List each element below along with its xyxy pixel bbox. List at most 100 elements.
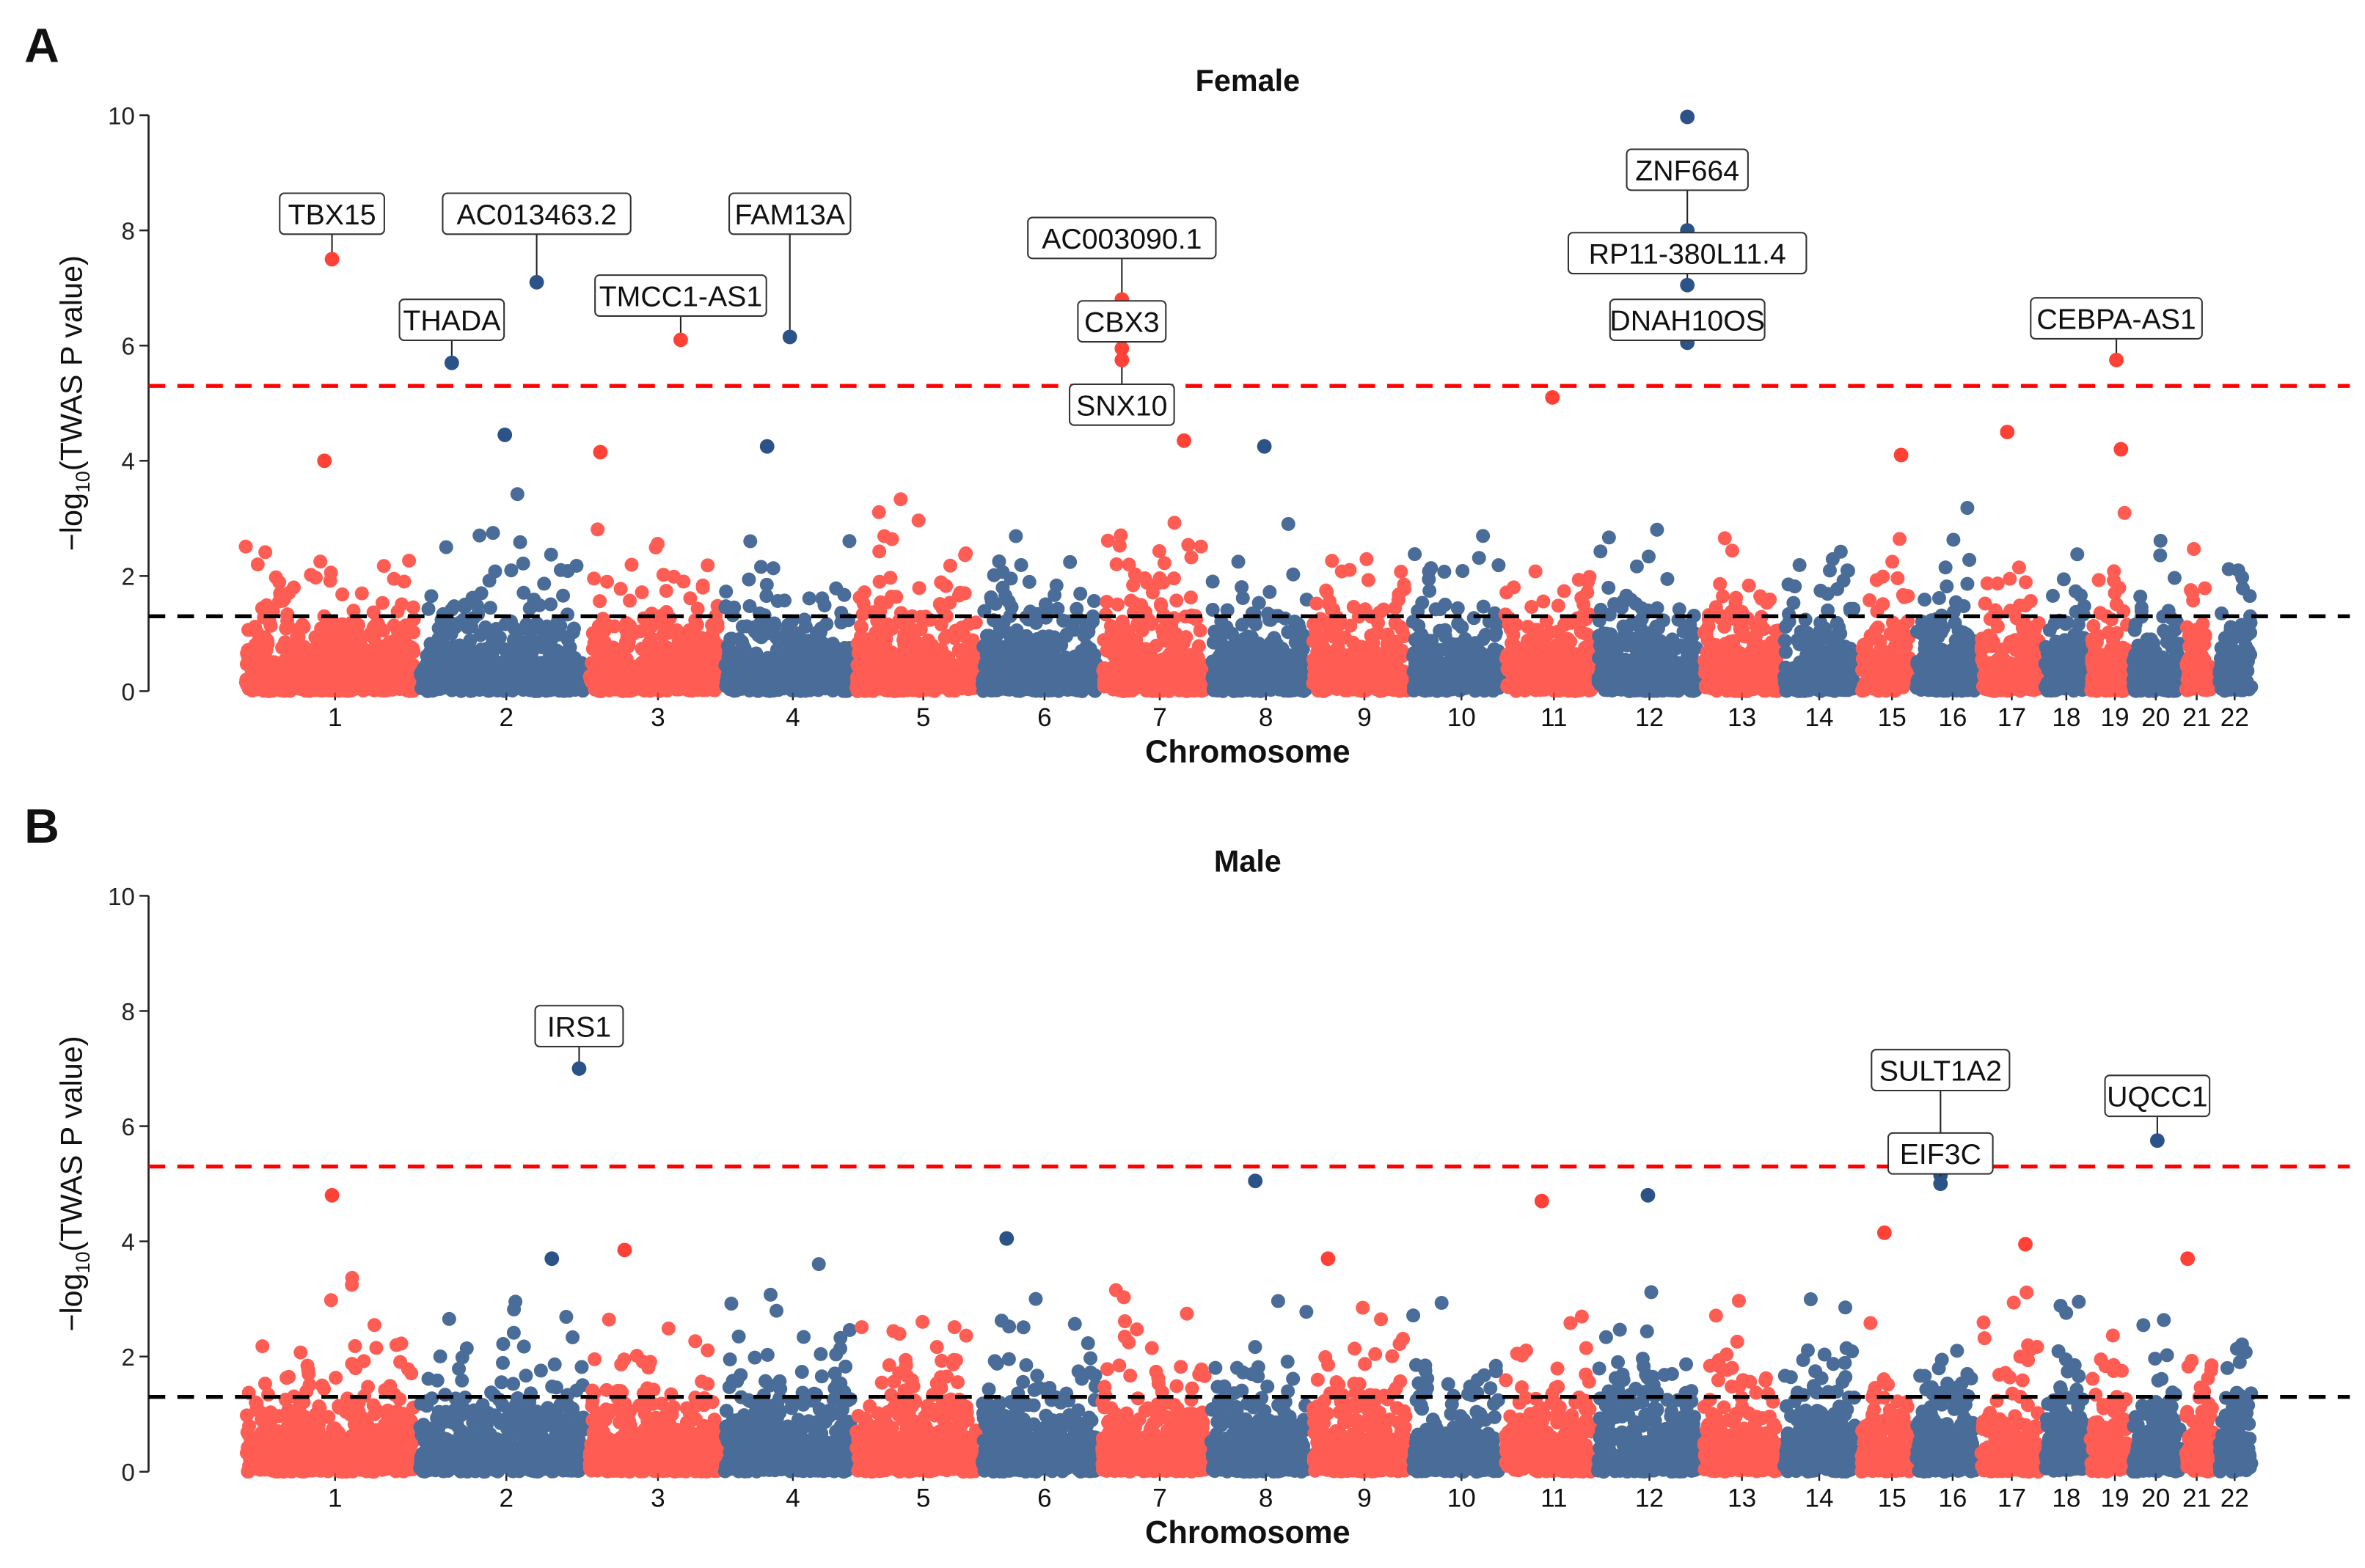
data-point	[1212, 668, 1227, 683]
data-point	[1439, 679, 1454, 694]
data-point	[406, 625, 421, 640]
data-point	[906, 656, 921, 671]
data-point	[1009, 529, 1023, 543]
data-point	[1571, 573, 1586, 587]
data-point	[354, 586, 369, 601]
data-point	[398, 648, 412, 663]
data-point	[698, 678, 712, 692]
x-tick-label: 3	[651, 703, 665, 732]
data-point	[314, 621, 329, 636]
data-point	[1536, 594, 1551, 609]
data-point	[1650, 522, 1664, 537]
data-point	[856, 596, 871, 611]
data-point	[376, 559, 391, 574]
data-point	[878, 670, 893, 684]
x-tick-label: 11	[1540, 703, 1567, 732]
data-point	[934, 617, 948, 631]
data-point	[1111, 683, 1126, 697]
data-point	[272, 575, 287, 590]
data-point	[1579, 627, 1594, 642]
data-point	[1139, 684, 1154, 698]
data-point	[1309, 624, 1323, 639]
data-point	[519, 617, 534, 631]
data-point	[750, 684, 765, 698]
data-point	[1194, 539, 1208, 554]
data-point	[1527, 652, 1541, 667]
data-point	[1593, 544, 1608, 559]
data-point	[1281, 516, 1295, 531]
data-point	[553, 563, 568, 577]
data-point	[544, 547, 558, 562]
data-point	[370, 617, 385, 631]
data-point	[1129, 633, 1144, 648]
data-point	[324, 659, 338, 674]
data-point	[1157, 556, 1171, 571]
data-point	[1279, 651, 1293, 666]
data-point	[1476, 529, 1491, 543]
data-point	[648, 540, 663, 555]
data-point	[308, 641, 323, 656]
data-point	[706, 620, 721, 634]
data-point	[496, 671, 511, 686]
data-point	[885, 589, 899, 604]
data-point	[260, 653, 274, 668]
data-point	[998, 675, 1012, 689]
data-point	[772, 662, 786, 676]
data-point	[346, 617, 361, 631]
data-point	[1428, 602, 1443, 617]
data-point	[532, 598, 547, 612]
data-point	[613, 683, 627, 697]
data-point	[1451, 616, 1466, 631]
data-point	[912, 581, 926, 596]
data-point	[507, 632, 522, 647]
data-point	[836, 681, 850, 696]
data-point	[327, 616, 342, 631]
data-point	[1491, 558, 1506, 573]
x-tick-label: 14	[1805, 703, 1833, 732]
data-point	[911, 513, 926, 528]
data-point	[1555, 676, 1570, 692]
data-point	[258, 545, 273, 560]
data-point	[1112, 538, 1127, 553]
data-point	[583, 668, 598, 683]
x-axis-title: Chromosome	[1145, 735, 1350, 770]
data-point	[1231, 554, 1246, 569]
data-point	[761, 626, 775, 640]
data-point	[598, 651, 613, 666]
data-point	[1152, 571, 1167, 585]
data-point	[373, 677, 388, 692]
data-point	[982, 629, 996, 643]
data-point	[1358, 662, 1372, 676]
data-point	[537, 576, 552, 591]
data-point	[1134, 598, 1149, 612]
x-tick-label: 1	[328, 703, 343, 732]
data-point	[483, 601, 497, 615]
data-point	[1077, 624, 1092, 639]
data-point	[1408, 547, 1422, 562]
data-point	[1326, 623, 1340, 638]
data-point	[255, 675, 270, 690]
data-point	[467, 672, 481, 686]
data-point	[281, 647, 296, 662]
x-tick-label: 2	[499, 703, 513, 732]
data-point	[1235, 591, 1250, 606]
background-points	[238, 487, 2259, 698]
y-tick-label: 10	[108, 103, 135, 130]
data-point	[1551, 598, 1565, 613]
data-point	[992, 554, 1006, 569]
data-point	[491, 639, 506, 653]
data-point	[391, 678, 406, 692]
data-point	[1121, 662, 1136, 677]
data-point	[934, 575, 948, 590]
data-point	[1551, 660, 1566, 675]
data-point	[1574, 673, 1589, 687]
data-point	[1249, 682, 1263, 697]
data-point	[1334, 564, 1349, 579]
data-point	[1325, 554, 1339, 568]
y-label-prefix: −log	[55, 493, 89, 551]
data-point	[944, 659, 959, 674]
data-point	[1087, 593, 1102, 608]
data-point	[1415, 596, 1430, 610]
data-point	[616, 658, 631, 673]
data-point	[766, 561, 781, 576]
